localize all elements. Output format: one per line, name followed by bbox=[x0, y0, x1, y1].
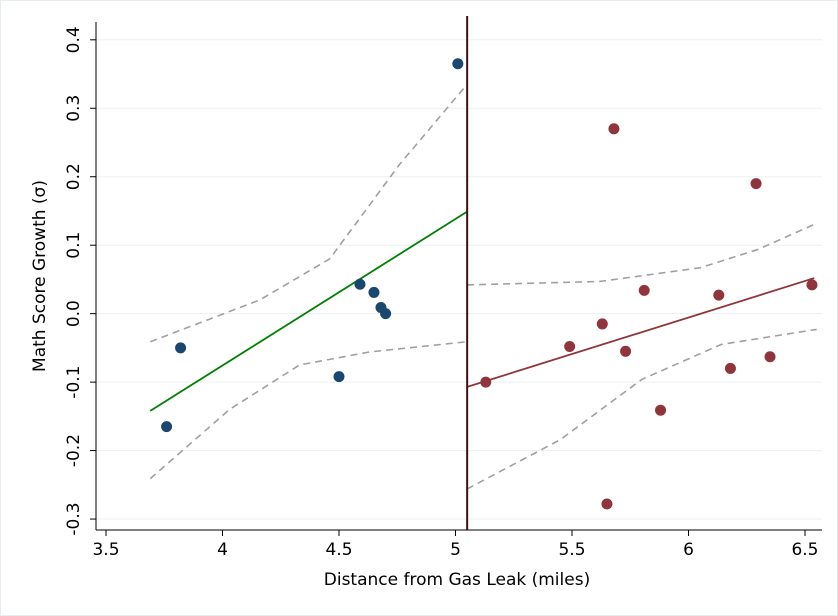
x-tick-label: 4 bbox=[217, 540, 228, 560]
point bbox=[452, 58, 464, 70]
confidence-band bbox=[149, 340, 468, 480]
point bbox=[638, 284, 650, 296]
point bbox=[175, 342, 187, 354]
x-tick-label: 5.5 bbox=[558, 540, 585, 560]
point bbox=[368, 286, 380, 298]
point bbox=[608, 123, 620, 135]
x-tick-label: 4.5 bbox=[325, 540, 352, 560]
confidence-band bbox=[466, 328, 817, 490]
point bbox=[354, 278, 366, 290]
y-tick-label: -0.2 bbox=[64, 434, 84, 467]
point bbox=[333, 371, 345, 383]
x-tick-label: 6 bbox=[683, 540, 694, 560]
y-tick-label: 0.1 bbox=[64, 232, 84, 259]
x-tick-label: 6.5 bbox=[791, 540, 818, 560]
x-tick-label: 3.5 bbox=[92, 540, 119, 560]
point bbox=[601, 498, 613, 510]
y-tick-label: -0.1 bbox=[64, 366, 84, 399]
x-tick-label: 5 bbox=[450, 540, 461, 560]
fit-line bbox=[466, 277, 815, 388]
point bbox=[564, 341, 576, 353]
point bbox=[380, 308, 392, 320]
point bbox=[750, 178, 762, 190]
confidence-band bbox=[467, 222, 817, 286]
point bbox=[764, 351, 776, 363]
point bbox=[596, 318, 608, 330]
point bbox=[620, 345, 632, 357]
y-tick-label: 0.0 bbox=[64, 300, 84, 327]
y-axis-label: Math Score Growth (σ) bbox=[30, 180, 50, 372]
y-tick-label: 0.2 bbox=[64, 163, 84, 190]
point bbox=[713, 289, 725, 301]
confidence-band bbox=[150, 83, 468, 343]
point bbox=[655, 404, 667, 416]
x-axis-label: Distance from Gas Leak (miles) bbox=[324, 570, 590, 590]
point bbox=[161, 421, 173, 433]
fit-line bbox=[149, 210, 468, 412]
y-tick-label: -0.3 bbox=[64, 502, 84, 535]
point bbox=[480, 376, 492, 388]
y-tick-label: 0.3 bbox=[64, 95, 84, 122]
y-tick-label: 0.4 bbox=[64, 26, 84, 53]
point bbox=[806, 279, 818, 291]
point bbox=[724, 362, 736, 374]
